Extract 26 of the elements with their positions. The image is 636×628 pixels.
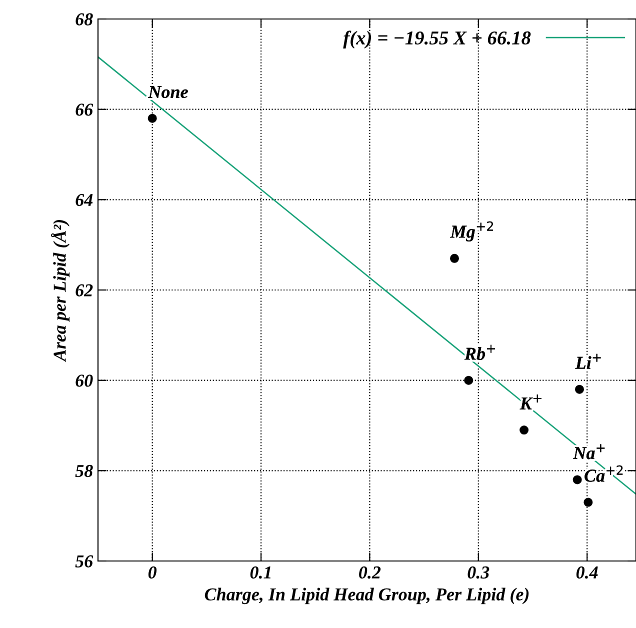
annotation: Mg$^{+2}$	[450, 221, 493, 242]
y-tick-label: 68	[76, 13, 93, 26]
y-tick-label: 64	[76, 194, 93, 206]
annotation: Rb$^{+}$	[464, 344, 495, 360]
y-tick-label: 58	[75, 464, 93, 478]
x-tick-label: 0.1	[250, 566, 270, 579]
point	[464, 376, 474, 385]
y-tick-label: 62	[76, 284, 93, 296]
y-tick-label: 66	[76, 104, 94, 116]
point	[572, 475, 582, 484]
legend-label: f(x) = −19.55 X + 66.18	[343, 30, 531, 48]
annotation: None	[148, 86, 188, 98]
point	[520, 426, 529, 435]
x-tick-label: 0.2	[359, 566, 381, 579]
annotation: Li$^{+}$	[575, 354, 601, 369]
y-axis-title: Area per Lipid (Å²)	[50, 220, 70, 362]
point	[574, 384, 584, 394]
point	[584, 498, 593, 507]
x-tick-label: 0	[148, 566, 157, 579]
y-tick-label: 56	[75, 555, 94, 568]
y-tick-label: 60	[76, 374, 93, 387]
point	[148, 114, 157, 123]
x-tick-label: 0.3	[468, 566, 490, 579]
point	[450, 254, 459, 263]
x-tick-label: 0.4	[576, 566, 598, 579]
x-axis-title: Charge, In Lipid Head Group, Per Lipid (e)	[204, 588, 529, 604]
